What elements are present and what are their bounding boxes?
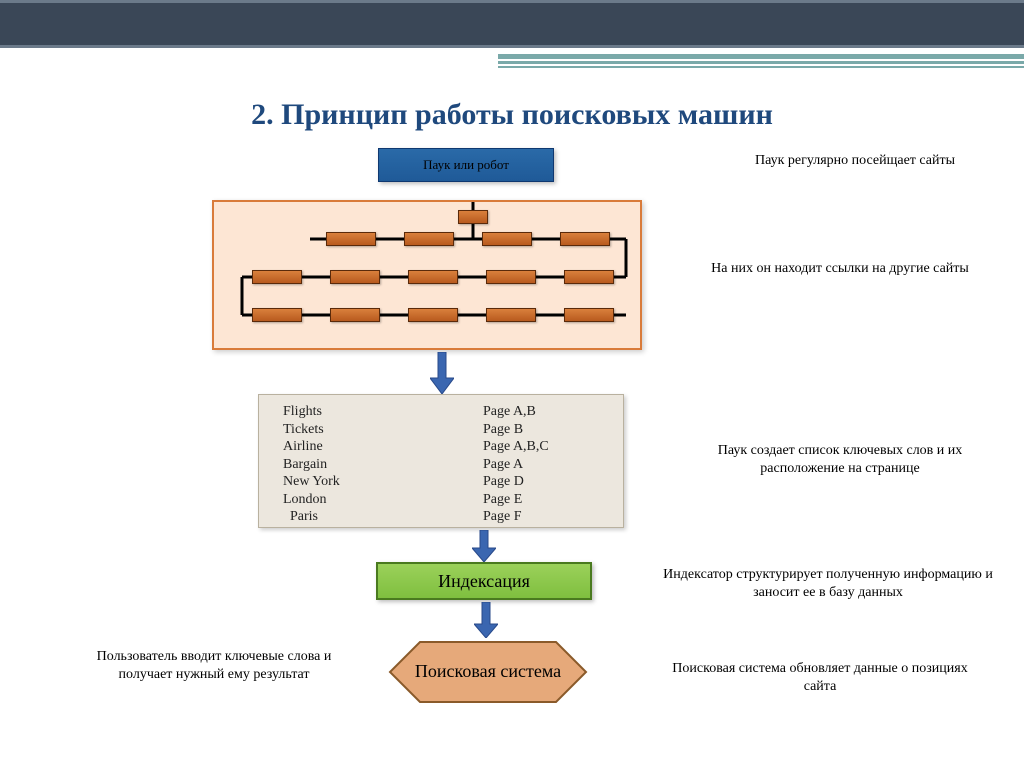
brick-start — [458, 210, 488, 224]
brick — [482, 232, 532, 246]
brick — [330, 270, 380, 284]
note-indexer: Индексатор структурирует полученную инфо… — [652, 566, 1004, 602]
brick — [564, 270, 614, 284]
brick — [252, 308, 302, 322]
brick — [326, 232, 376, 246]
accent-strip — [498, 54, 1024, 70]
arrow-table-to-indexer — [472, 530, 496, 562]
arrow-crawl-to-table — [430, 352, 454, 394]
note-update: Поисковая система обновляет данные о поз… — [660, 660, 980, 696]
page-ref: Page F — [483, 508, 549, 526]
note-links: На них он находит ссылки на другие сайты — [700, 260, 980, 278]
brick — [486, 270, 536, 284]
brick — [252, 270, 302, 284]
brick — [330, 308, 380, 322]
keyword: Paris — [283, 508, 340, 526]
keyword: Tickets — [283, 421, 340, 439]
node-indexer: Индексация — [376, 562, 592, 600]
node-indexer-label: Индексация — [438, 571, 530, 592]
note-keywords: Паук создает список ключевых слов и их р… — [700, 442, 980, 478]
keyword: Flights — [283, 403, 340, 421]
keyword: New York — [283, 473, 340, 491]
page-ref: Page D — [483, 473, 549, 491]
brick — [486, 308, 536, 322]
page-ref: Page A,B — [483, 403, 549, 421]
brick — [404, 232, 454, 246]
header-bar — [0, 0, 1024, 48]
pages-column: Page A,B Page B Page A,B,C Page A Page D… — [483, 403, 549, 526]
index-table: Flights Tickets Airline Bargain New York… — [258, 394, 624, 528]
node-spider-label: Паук или робот — [423, 157, 509, 173]
crawl-grid — [212, 200, 642, 350]
node-spider: Паук или робот — [378, 148, 554, 182]
page-ref: Page A — [483, 456, 549, 474]
arrow-indexer-to-search — [474, 602, 498, 638]
brick — [408, 308, 458, 322]
page-ref: Page B — [483, 421, 549, 439]
node-search-label: Поисковая система — [388, 640, 588, 704]
note-spider: Паук регулярно посейщает сайты — [750, 152, 960, 170]
page-ref: Page E — [483, 491, 549, 509]
slide-title: 2. Принцип работы поисковых машин — [0, 98, 1024, 132]
brick — [564, 308, 614, 322]
page-ref: Page A,B,C — [483, 438, 549, 456]
node-search-engine: Поисковая система — [388, 640, 588, 704]
keyword: London — [283, 491, 340, 509]
brick — [560, 232, 610, 246]
keyword: Airline — [283, 438, 340, 456]
note-user: Пользователь вводит ключевые слова и пол… — [84, 648, 344, 684]
brick — [408, 270, 458, 284]
keywords-column: Flights Tickets Airline Bargain New York… — [283, 403, 340, 526]
keyword: Bargain — [283, 456, 340, 474]
